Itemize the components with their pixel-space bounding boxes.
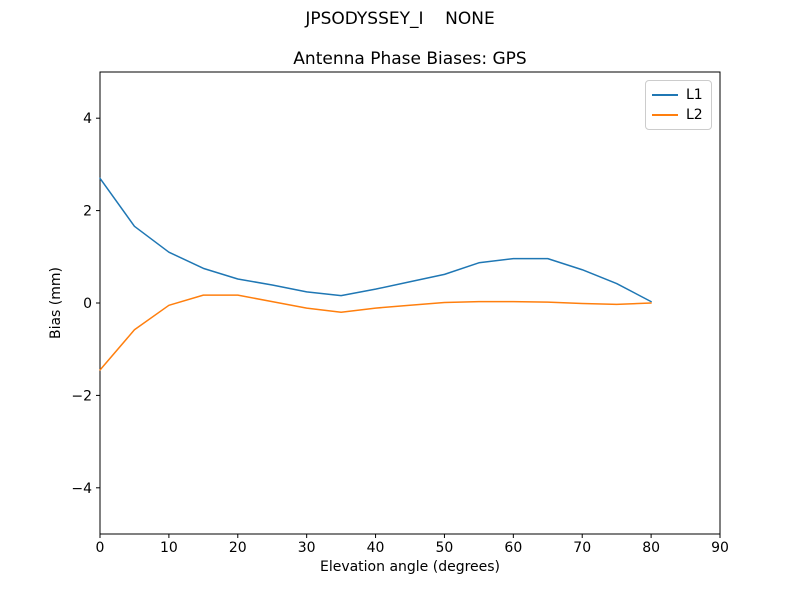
y-tick-label: 2	[83, 204, 92, 220]
legend-l2-line-swatch	[652, 114, 678, 116]
x-tick-label: 0	[96, 540, 105, 556]
x-tick-label: 30	[298, 540, 316, 556]
x-tick-label: 80	[642, 540, 660, 556]
x-tick-label: 10	[160, 540, 178, 556]
figure-title: JPSODYSSEY_I NONE	[305, 9, 495, 29]
series-line-l1	[99, 177, 652, 303]
x-tick-label: 20	[229, 540, 247, 556]
y-tick-label: −2	[71, 388, 92, 404]
y-tick-label: 0	[83, 296, 92, 312]
legend-l1-line-swatch	[652, 94, 678, 96]
x-tick-label: 40	[367, 540, 385, 556]
x-axis-label: Elevation angle (degrees)	[319, 559, 501, 575]
axes-border	[99, 71, 721, 535]
legend-l2-label: L2	[686, 107, 703, 123]
legend-item-l2: L2	[652, 105, 703, 125]
y-tick-label: −4	[71, 481, 92, 497]
x-tick-label: 60	[504, 540, 522, 556]
x-tick-label: 50	[436, 540, 454, 556]
x-tick-label: 70	[573, 540, 591, 556]
series-line-l2	[99, 294, 652, 371]
axes-title: Antenna Phase Biases: GPS	[293, 49, 527, 69]
y-axis-label: Bias (mm)	[48, 266, 64, 340]
legend: L1 L2	[645, 80, 712, 130]
legend-item-l1: L1	[652, 85, 703, 105]
y-tick-label: 4	[83, 111, 92, 127]
legend-l1-label: L1	[686, 87, 703, 103]
x-tick-label: 90	[711, 540, 729, 556]
